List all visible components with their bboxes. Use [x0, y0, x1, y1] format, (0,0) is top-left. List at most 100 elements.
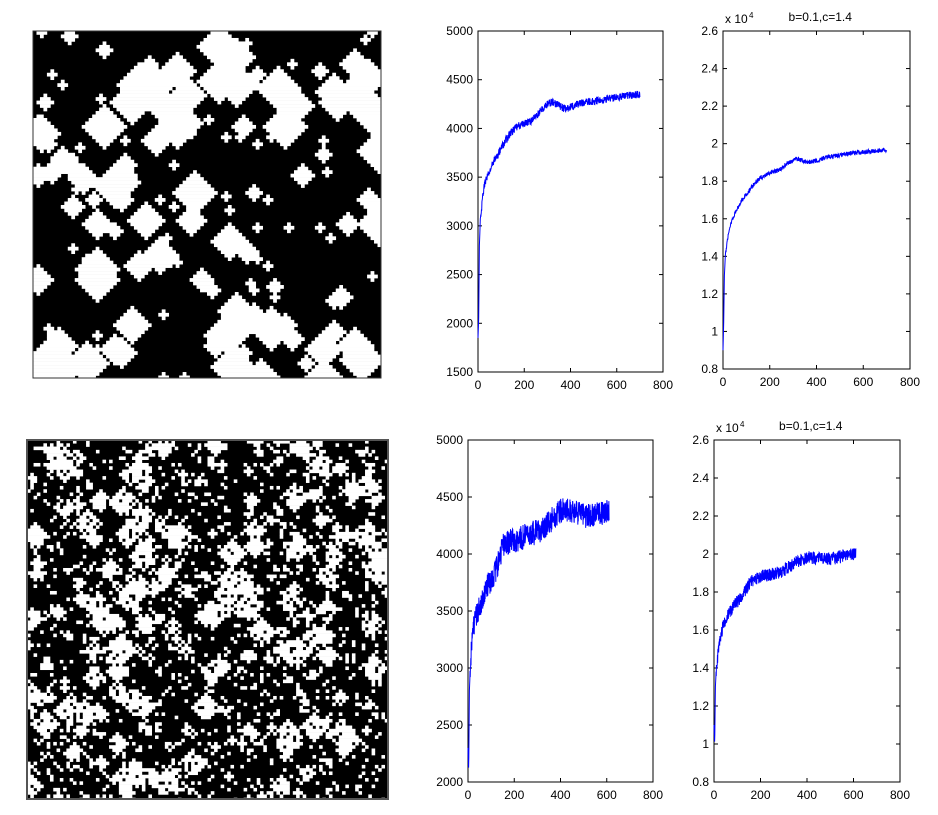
lattice-cell [112, 597, 116, 602]
lattice-cell [233, 594, 238, 598]
lattice-cell [46, 466, 77, 470]
lattice-cell [164, 689, 169, 693]
lattice-cell [299, 709, 310, 713]
lattice-cell [266, 515, 274, 520]
lattice-cell [89, 531, 97, 536]
lattice-cell [374, 239, 382, 244]
lattice-cell [269, 577, 274, 582]
lattice-cell [164, 636, 169, 641]
lattice-cell [116, 319, 149, 324]
lattice-cell [82, 636, 87, 641]
lattice-cell [33, 358, 107, 362]
lattice-cell [125, 607, 130, 611]
lattice-cell [286, 499, 307, 503]
lattice-cell [132, 564, 143, 569]
lattice-cell [351, 659, 356, 664]
lattice-cell [141, 630, 153, 634]
lattice-cell [328, 574, 340, 579]
lattice-cell [71, 180, 142, 185]
lattice-cell [214, 669, 228, 674]
lattice-cell [112, 663, 116, 667]
lattice-cell [43, 443, 47, 447]
lattice-cell [59, 630, 64, 634]
lattice-cell [262, 264, 274, 268]
lattice-cell [200, 76, 263, 81]
lattice-cell [147, 131, 197, 136]
lattice-cell [148, 663, 153, 667]
lattice-cell [175, 187, 215, 192]
lattice-cell [300, 365, 312, 369]
lattice-cell [67, 173, 96, 178]
lattice-cell [314, 225, 326, 230]
lattice-cell [269, 100, 312, 105]
lattice-cell [227, 778, 231, 782]
lattice-cell [151, 656, 156, 661]
lattice-cell [292, 695, 297, 700]
lattice-cell [384, 594, 389, 598]
lattice-cell [282, 567, 290, 572]
lattice-cell [279, 755, 290, 759]
lattice-cell [266, 558, 271, 562]
lattice-cell [92, 545, 97, 549]
lattice-cell [299, 485, 303, 490]
lattice-cell [92, 205, 96, 209]
lattice-cell [122, 525, 149, 529]
lattice-cell [158, 567, 179, 572]
lattice-cell [353, 114, 382, 119]
lattice-cell [76, 462, 80, 467]
lattice-cell [194, 548, 198, 552]
lattice-cell [109, 590, 113, 595]
lattice-cell [207, 682, 215, 687]
lattice-cell [72, 584, 84, 588]
lattice-cell [311, 354, 337, 359]
lattice-cell [74, 351, 100, 355]
lattice-cell [342, 791, 346, 795]
lattice-cell [220, 229, 239, 234]
lattice-cell [105, 548, 110, 552]
lattice-cell [148, 584, 169, 588]
lattice-cell [231, 124, 257, 129]
lattice-cell [125, 449, 133, 454]
lattice-cell [181, 518, 185, 523]
lattice-cell [240, 574, 254, 579]
lattice-cell [365, 446, 369, 451]
lattice-cell [46, 613, 51, 618]
lattice-cell [370, 34, 375, 39]
lattice-cell [123, 142, 128, 147]
lattice-cell [92, 676, 107, 680]
lattice-cell [50, 156, 79, 161]
lattice-cell [79, 781, 84, 785]
lattice-cell [174, 741, 182, 746]
y-tick-label: 2.4 [692, 471, 709, 485]
lattice-cell [203, 86, 302, 91]
lattice-cell [132, 508, 153, 513]
lattice-cell [168, 748, 172, 753]
lattice-cell [217, 525, 225, 529]
lattice-cell [204, 705, 215, 710]
lattice-cell [371, 751, 376, 756]
lattice-cell [200, 715, 212, 720]
lattice-cell [292, 525, 297, 529]
lattice-cell [138, 620, 162, 625]
lattice-cell [33, 365, 107, 369]
lattice-cell [325, 505, 330, 510]
lattice-cell [381, 712, 386, 716]
lattice-cell [312, 518, 333, 523]
lattice-cell [27, 761, 31, 766]
lattice-cell [217, 577, 228, 582]
y-tick-label: 2.6 [701, 24, 718, 38]
lattice-cell [49, 610, 67, 615]
x-tick-label: 0 [465, 788, 472, 802]
lattice-cell [296, 686, 300, 690]
lattice-cell [345, 666, 349, 671]
lattice-cell [177, 548, 182, 552]
lattice-cell [214, 453, 218, 457]
lattice-cell [371, 617, 382, 621]
lattice-cell [76, 485, 80, 490]
lattice-cell [88, 215, 107, 220]
lattice-cell [356, 375, 368, 380]
lattice-cell [368, 659, 382, 664]
line-chart-5: 0 200 400 600 800200025003000350040004500500… [436, 433, 663, 802]
lattice-cell [184, 574, 189, 579]
lattice-cell [286, 453, 290, 457]
